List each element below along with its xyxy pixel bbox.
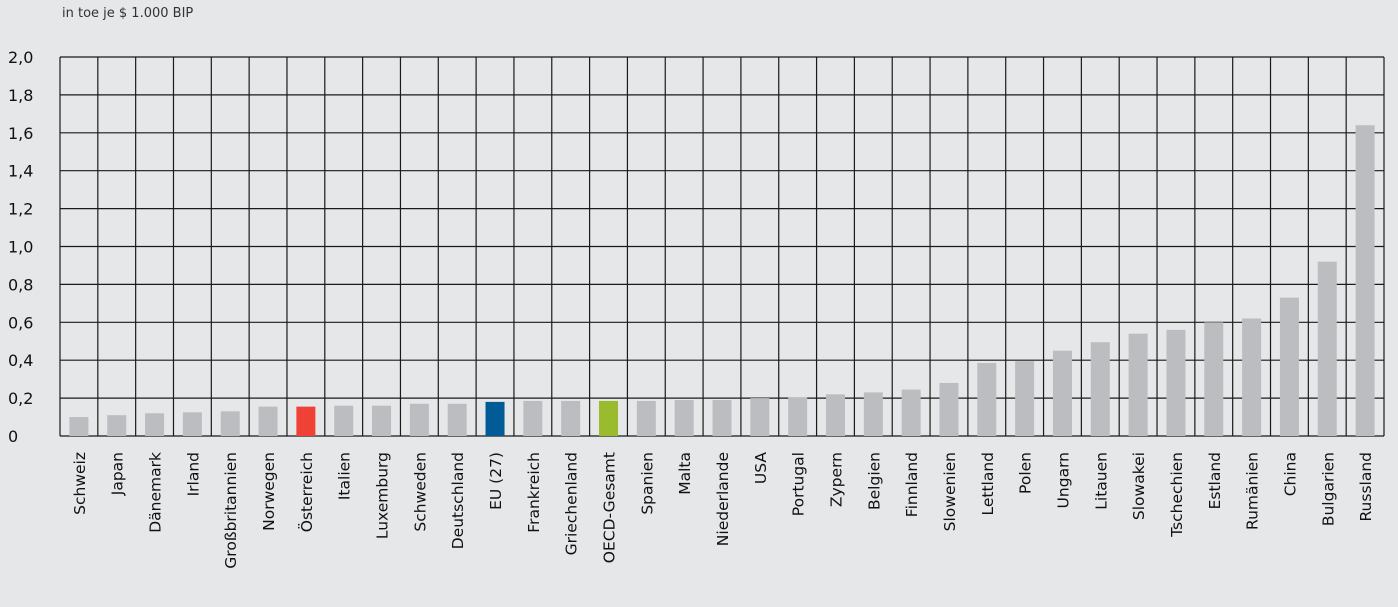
- category-label: Litauen: [1092, 452, 1110, 510]
- unit-label: in toe je $ 1.000 BIP: [62, 6, 194, 21]
- y-tick-label: 1,2: [8, 200, 33, 219]
- bar: [409, 403, 429, 436]
- category-label: Finnland: [903, 452, 921, 517]
- category-label: Russland: [1357, 452, 1375, 522]
- bar: [561, 400, 581, 436]
- y-tick-label: 0,8: [8, 275, 33, 294]
- bar: [750, 398, 770, 436]
- category-label: Portugal: [790, 452, 808, 516]
- bar: [1317, 261, 1337, 436]
- category-label: Malta: [676, 452, 694, 495]
- bar: [636, 400, 656, 436]
- category-label: Deutschland: [449, 452, 467, 549]
- category-label: Lettland: [979, 452, 997, 516]
- category-label: Rumänien: [1244, 452, 1262, 530]
- bar: [485, 401, 505, 436]
- bar: [258, 406, 278, 436]
- bar: [296, 406, 316, 436]
- category-label: Slowakei: [1130, 452, 1148, 520]
- bar: [447, 403, 467, 436]
- bar: [1279, 297, 1299, 436]
- category-label: Spanien: [638, 452, 656, 515]
- bar: [977, 363, 997, 436]
- bar: [334, 405, 354, 436]
- y-tick-label: 1,0: [8, 238, 33, 257]
- bar: [1128, 333, 1148, 436]
- bar: [1090, 342, 1110, 436]
- bar: [712, 399, 732, 436]
- bar: [107, 415, 127, 436]
- category-label: Niederlande: [714, 452, 732, 546]
- bar: [901, 389, 921, 436]
- category-label: Tschechien: [1168, 452, 1186, 538]
- category-label: Italien: [336, 452, 354, 500]
- category-label: USA: [752, 452, 770, 484]
- bar: [1166, 329, 1186, 436]
- bar: [674, 399, 694, 436]
- bar: [939, 382, 959, 436]
- bar: [788, 397, 808, 436]
- category-label: Irland: [184, 452, 202, 496]
- category-label: Dänemark: [147, 452, 165, 533]
- category-label: Ungarn: [1054, 452, 1072, 508]
- y-tick-label: 0: [8, 427, 18, 446]
- bar: [1242, 318, 1262, 436]
- bar: [863, 392, 883, 436]
- bar: [1355, 125, 1375, 436]
- bar: [145, 413, 165, 436]
- category-label: Griechenland: [563, 452, 581, 555]
- bar: [69, 417, 89, 436]
- bar: [1052, 350, 1072, 436]
- category-label: Frankreich: [525, 452, 543, 533]
- bar: [372, 405, 392, 436]
- y-tick-label: 0,6: [8, 313, 33, 332]
- bar: [1204, 322, 1224, 436]
- bar: [220, 411, 240, 436]
- category-label: Schweden: [411, 452, 429, 532]
- category-label: Estland: [1206, 452, 1224, 509]
- category-label: Norwegen: [260, 452, 278, 531]
- category-label: EU (27): [487, 452, 505, 510]
- category-label: Polen: [1017, 452, 1035, 494]
- bar: [599, 400, 619, 436]
- category-label: OECD-Gesamt: [601, 452, 619, 563]
- bar: [523, 400, 543, 436]
- y-tick-label: 1,4: [8, 162, 33, 181]
- category-label: Österreich: [297, 452, 316, 532]
- y-tick-label: 1,6: [8, 124, 33, 143]
- category-label: Zypern: [827, 452, 845, 507]
- category-label: Luxemburg: [374, 452, 392, 539]
- category-label: Slowenien: [941, 452, 959, 531]
- category-label: Bulgarien: [1319, 452, 1337, 526]
- y-tick-label: 0,2: [8, 389, 33, 408]
- category-label: Belgien: [865, 452, 883, 510]
- y-tick-label: 0,4: [8, 351, 33, 370]
- bar: [825, 394, 845, 436]
- y-tick-label: 1,8: [8, 86, 33, 105]
- category-label: China: [1281, 452, 1299, 496]
- bar: [1015, 361, 1035, 436]
- y-tick-label: 2,0: [8, 48, 33, 67]
- bar: [182, 412, 202, 436]
- category-label: Japan: [109, 452, 127, 496]
- category-label: Schweiz: [71, 452, 89, 515]
- category-label: Großbritannien: [222, 452, 240, 569]
